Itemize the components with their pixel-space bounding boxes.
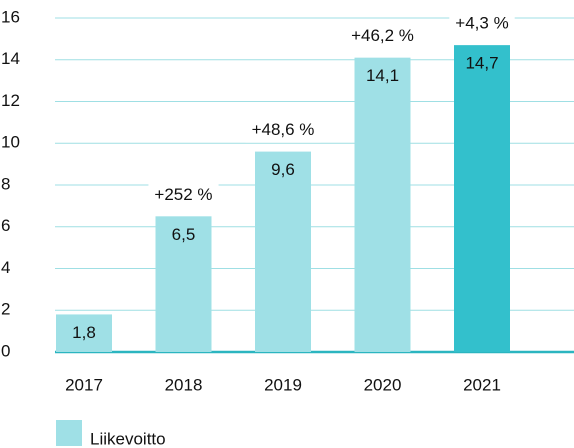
value-label: 14,7: [465, 54, 498, 73]
annotation: +4,3 %: [455, 14, 508, 33]
annotation: +46,2 %: [351, 26, 414, 45]
bar: [454, 45, 510, 352]
y-tick-label: 10: [1, 133, 20, 152]
x-tick-label: 2020: [364, 375, 402, 394]
value-label: 6,5: [172, 225, 196, 244]
annotation-background: [245, 118, 321, 143]
bar: [354, 57, 411, 352]
y-tick-label: 0: [1, 341, 10, 360]
annotation-background: [345, 24, 420, 49]
x-tick-label: 2018: [165, 375, 203, 394]
annotation-background: [449, 12, 515, 37]
legend-label: Liikevoitto: [90, 429, 166, 448]
x-tick-label: 2017: [65, 375, 103, 394]
y-tick-label: 14: [1, 49, 20, 68]
y-tick-label: 16: [1, 7, 20, 26]
annotation: +252 %: [154, 185, 212, 204]
y-tick-label: 4: [1, 258, 10, 277]
legend-swatch: [56, 420, 82, 446]
y-tick-label: 6: [1, 216, 10, 235]
x-tick-label: 2019: [264, 375, 302, 394]
x-tick-label: 2021: [463, 375, 501, 394]
bar: [255, 151, 311, 352]
annotation: +48,6 %: [252, 120, 315, 139]
y-tick-label: 2: [1, 300, 10, 319]
y-tick-label: 8: [1, 174, 10, 193]
bar: [155, 216, 212, 352]
annotation-background: [148, 183, 219, 208]
bar: [56, 314, 112, 352]
value-label: 9,6: [271, 160, 295, 179]
value-label: 1,8: [72, 323, 96, 342]
value-label: 14,1: [366, 66, 399, 85]
y-tick-label: 12: [1, 91, 20, 110]
